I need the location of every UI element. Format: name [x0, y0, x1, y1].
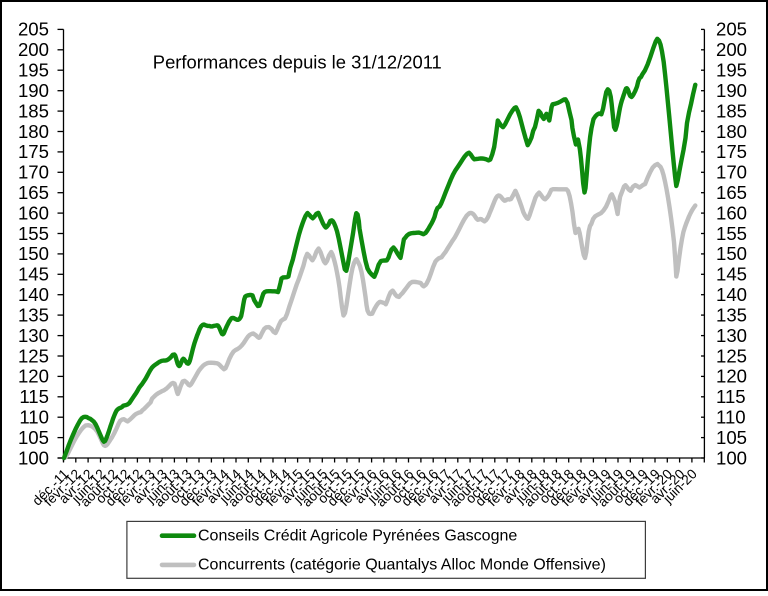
svg-text:150: 150: [716, 243, 747, 264]
svg-text:140: 140: [716, 284, 747, 305]
svg-text:110: 110: [716, 407, 746, 428]
svg-text:180: 180: [716, 121, 747, 142]
svg-text:185: 185: [18, 100, 49, 121]
svg-text:135: 135: [716, 304, 747, 325]
svg-text:125: 125: [18, 345, 49, 366]
svg-text:110: 110: [19, 407, 49, 428]
svg-text:100: 100: [18, 447, 49, 468]
svg-text:190: 190: [18, 80, 49, 101]
svg-text:130: 130: [18, 325, 49, 346]
svg-text:155: 155: [716, 223, 747, 244]
svg-text:200: 200: [716, 39, 747, 60]
svg-text:205: 205: [18, 19, 49, 40]
svg-text:200: 200: [18, 39, 49, 60]
svg-text:185: 185: [716, 100, 747, 121]
svg-text:155: 155: [18, 223, 49, 244]
svg-text:175: 175: [716, 141, 747, 162]
svg-text:Conseils Crédit Agricole Pyrén: Conseils Crédit Agricole Pyrénées Gascog…: [198, 527, 517, 544]
svg-text:Concurrents (catégorie Quantal: Concurrents (catégorie Quantalys Alloc M…: [198, 557, 606, 574]
svg-text:135: 135: [18, 304, 49, 325]
svg-text:150: 150: [18, 243, 49, 264]
svg-text:190: 190: [716, 80, 747, 101]
svg-text:165: 165: [18, 182, 49, 203]
svg-text:120: 120: [716, 366, 747, 387]
svg-text:145: 145: [716, 264, 747, 285]
svg-text:160: 160: [716, 202, 747, 223]
svg-text:105: 105: [18, 427, 49, 448]
svg-text:120: 120: [18, 366, 49, 387]
svg-text:100: 100: [716, 447, 747, 468]
svg-text:130: 130: [716, 325, 747, 346]
svg-text:160: 160: [18, 202, 49, 223]
svg-text:165: 165: [716, 182, 747, 203]
svg-text:115: 115: [716, 386, 746, 407]
svg-text:170: 170: [18, 162, 49, 183]
svg-text:125: 125: [716, 345, 747, 366]
svg-text:115: 115: [19, 386, 49, 407]
svg-text:105: 105: [716, 427, 747, 448]
svg-text:170: 170: [716, 162, 747, 183]
svg-text:Performances depuis le 31/12/2: Performances depuis le 31/12/2011: [153, 52, 442, 73]
svg-text:195: 195: [18, 60, 49, 81]
svg-text:195: 195: [716, 60, 747, 81]
svg-text:145: 145: [18, 264, 49, 285]
svg-text:180: 180: [18, 121, 49, 142]
svg-text:205: 205: [716, 19, 747, 40]
svg-text:140: 140: [18, 284, 49, 305]
svg-text:175: 175: [18, 141, 49, 162]
